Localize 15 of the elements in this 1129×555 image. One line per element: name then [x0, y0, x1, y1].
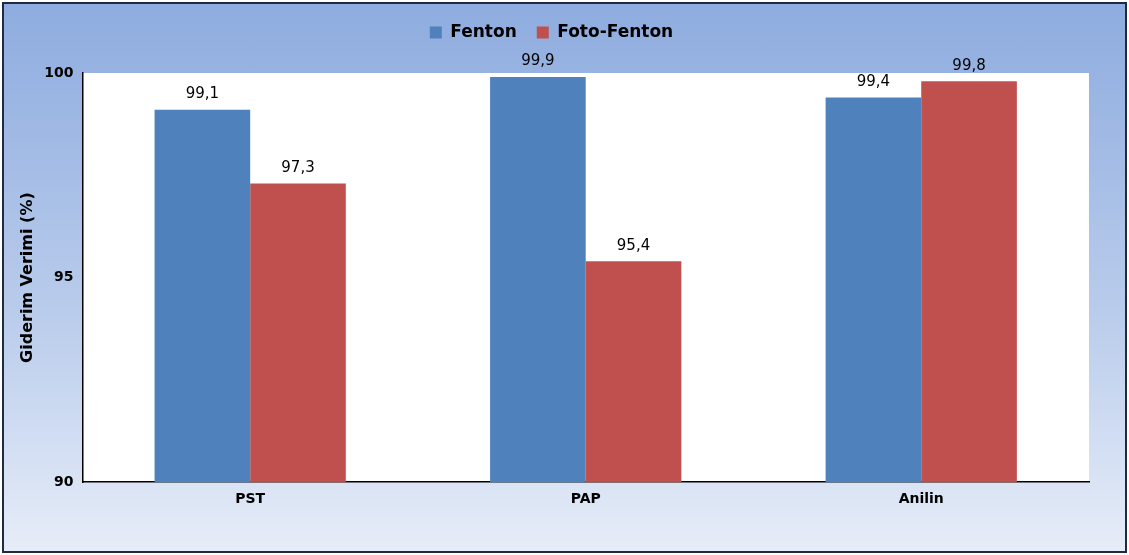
y-tick-label: 90: [53, 472, 74, 489]
data-label: 95,4: [616, 235, 651, 254]
x-tick-label: Anilin: [898, 490, 944, 507]
legend-label: Foto-Fenton: [557, 20, 674, 41]
y-tick-label: 100: [44, 63, 74, 80]
data-label: 99,1: [185, 84, 220, 103]
y-axis-title: Giderim Verimi (%): [16, 192, 36, 363]
data-label: 99,9: [521, 51, 555, 70]
data-label: 97,3: [281, 157, 315, 176]
data-label: 99,4: [856, 71, 891, 90]
data-label: 99,8: [952, 55, 986, 74]
x-tick-label: PST: [235, 490, 266, 507]
y-tick-label: 95: [53, 268, 74, 285]
legend-label: Fenton: [450, 20, 517, 41]
x-tick-label: PAP: [570, 490, 601, 507]
